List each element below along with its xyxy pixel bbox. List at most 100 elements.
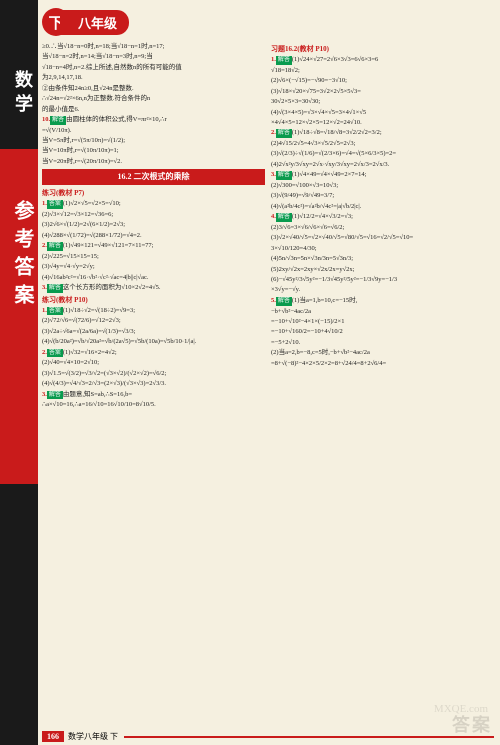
text-line: (2)√40=√4×10=2√10; [42,358,265,367]
text-line: 1.答案(1)√2×√5=√2×5=√10; [42,199,265,209]
text-line: 3.解答由题意,知S=ab,∴S=16,b= [42,390,265,400]
page-number: 166 [42,731,64,742]
text-line: 为2,9,14,17,18. [42,73,265,82]
text-line: (4)√288×√(1/72)=√(288×1/72)=√4=2. [42,231,265,240]
spine-label: 参考答案 [8,200,37,312]
answer-tag: 答案 [47,349,63,358]
text-line: 当V=20π时,r=√(20π/10π)=√2. [42,157,265,166]
item-text: 这个长方形的面积为√10×2√2=4√5. [63,284,161,291]
text-line: =√(V/10π). [42,126,265,135]
footer-bar [124,736,494,738]
text-line: (2)4√15/2√5=4√3×√5/2√5=2√3; [271,139,494,148]
grade-badge: 下 八年级 [42,8,129,36]
text-line: (4)√16ab²c²=√16·√b²·√c²·√ac=4|b||c|√ac. [42,273,265,282]
text-line: √18−n=4时,n=2.综上所述,自然数n的所有可能的值 [42,63,265,72]
answer-tag: 解答 [276,213,292,222]
text-line: (2)当a=2,b=−8,c=5时,−b+√b²−4ac/2a [271,348,494,357]
text-line: 当√18−n=2时,n=14;当√18−n=3时,n=9;当 [42,52,265,61]
text-line: 5.解答(1)当a=1,b=10,c=−15时, [271,296,494,306]
text-line: 当V=5π时,r=√(5π/10π)=√(1/2); [42,136,265,145]
text-line: 1.答案(1)√18÷√2=√(18÷2)=√9=3; [42,306,265,316]
text-line: =−10+√10²−4×1×(−15)/2×1 [271,317,494,326]
item-text: (1)√2×√5=√2×5=√10; [63,200,121,207]
text-line: 1.解答(1)√24×√27=2√6×3√3=6√6×3=6 [271,55,494,65]
left-column: ≥0.∴当√18−n=0时,n=18;当√18−n=1时,n=17; 当√18−… [42,42,265,721]
text-line: (3)2√6×√(1/2)=2√(6×1/2)=2√3; [42,220,265,229]
item-text: 由题意,知S=ab,∴S=16,b= [63,391,132,398]
text-line: (3)√(9/49)=√9/√49=3/7; [271,191,494,200]
answer-tag: 解答 [47,391,63,400]
text-line: (3)√2×√40/√5=√2×√40/√5=√80/√5=√16=√2/√5=… [271,233,494,242]
text-line: (2)√6×(−√15)=−√90=−3√10; [271,76,494,85]
text-line: (2)3/√6=3×√6/√6×√6=√6/2; [271,223,494,232]
text-line: (3)√(2/3)÷√(1/6)=√(2/3×6)=√4=√(5×6/3×5)=… [271,149,494,158]
text-line: 30√2×5×3=30√30; [271,97,494,106]
page-footer: 166 数学八年级 下 [42,731,494,742]
text-line: 4.解答(1)√12/2=√4×√3/2=√3; [271,212,494,222]
text-line: 2.解答(1)√18÷√8=√18/√8=3√2/2√2=3/2; [271,128,494,138]
answer-tag: 答案 [47,307,63,316]
item-text: (1)当a=1,b=10,c=−15时, [292,297,357,304]
answer-tag: 解答 [276,297,292,306]
answer-tag: 答案 [47,200,63,209]
text-line: 的最小值是6. [42,105,265,114]
text-line: =8+√(−8)²−4×2×5/2×2=8+√24/4=8+2√6/4= [271,359,494,368]
text-line: (3)√4y=√4·√y=2√y; [42,262,265,271]
subsection: 练习(教材 P7) [42,188,265,198]
answer-tag: 解答 [50,116,66,125]
text-line: ×3√y=−√y. [271,285,494,294]
item-text: (1)√12/2=√4×√3/2=√3; [292,213,353,220]
text-line: 10.解答由圆柱体的体积公式,得V=πr²×10,∴r [42,115,265,125]
text-line: (4)√(4/3)=√4/√3=2/√3=(2×√3)/(√3×√3)=2√3/… [42,379,265,388]
text-line: (4)√(a²b/4c²)=√a²b/√4c²=|a|√b/2|c|. [271,202,494,211]
text-line: (2)√3×√12=√3×12=√36=6; [42,210,265,219]
text-line: ∴a×√10=16,∴a=16/√10=16√10/10=8√10/5. [42,400,265,409]
text-line: (2)√225=√15×15=15; [42,252,265,261]
subsection: 习题16.2(教材 P10) [271,44,494,54]
item-text: (1)√32=√16×2=4√2; [63,349,117,356]
text-line: 3.解答这个长方形的面积为√10×2√2=4√5. [42,283,265,293]
item-text: (1)√24×√27=2√6×3√3=6√6×3=6 [292,56,378,63]
text-line: √18=18√2; [271,66,494,75]
text-line: −b+√b²−4ac/2a [271,307,494,316]
item-text: (1)√4×49=√4×√49=2×7=14; [292,171,367,178]
spine-bar: 数学 参考答案 [0,0,38,745]
text-line: 3×√10/120=4/30; [271,244,494,253]
badge-grade: 八年级 [60,10,129,35]
text-line: ×4√4×5=12×√2×5=12×√2=24√10. [271,118,494,127]
item-text: (1)√18÷√8=√18/√8=3√2/2√2=3/2; [292,129,382,136]
right-column: 习题16.2(教材 P10) 1.解答(1)√24×√27=2√6×3√3=6√… [271,42,494,721]
answer-tag: 解答 [276,171,292,180]
text-line: (4)√(3×4×5)=√3×√4×√5=3×4√1×√5 [271,108,494,117]
text-line: 2.解答(1)√49×121=√49×√121=7×11=77; [42,241,265,251]
text-line: (4)√(b/20a²)=√b/√20a²=√b/(2a√5)=√5b/(10a… [42,337,265,346]
text-line: 3.解答(1)√4×49=√4×√49=2×7=14; [271,170,494,180]
item-num: 10. [42,116,50,123]
text-line: (2)√300=√100×√3=10√3; [271,181,494,190]
text-line: ≥0.∴当√18−n=0时,n=18;当√18−n=1时,n=17; [42,42,265,51]
text-line: 当V=10π时,r=√(10π/10π)=1; [42,146,265,155]
item-text: 由圆柱体的体积公式,得V=πr²×10,∴r [66,116,166,123]
text-line: (5)2xy/√2x=2xy×√2x/2x=y√2x; [271,265,494,274]
text-line: 2.答案(1)√32=√16×2=4√2; [42,348,265,358]
text-line: (2)√72/√6=√(72/6)=√12=2√3; [42,316,265,325]
text-line: =−5+2√10. [271,338,494,347]
subsection: 练习(教材 P10) [42,295,265,305]
text-line: (6)−√45y²/3√5y²=−1/3√45y²/5y²=−1/3√9y=−1… [271,275,494,284]
answer-tag: 解答 [47,284,63,293]
item-text: (1)√49×121=√49×√121=7×11=77; [63,242,154,249]
footer-text: 数学八年级 下 [68,731,118,742]
text-line: (3)√2a÷√6a=√(2a/6a)=√(1/3)=√3/3; [42,327,265,336]
text-line: ②由条件知24n≥0,且√24n是整数. [42,84,265,93]
spine-subject: 数学 [10,70,36,118]
answer-tag: 解答 [276,56,292,65]
content-columns: ≥0.∴当√18−n=0时,n=18;当√18−n=1时,n=17; 当√18−… [42,42,494,721]
text-line: =−10+√160/2=−10+4√10/2 [271,327,494,336]
text-line: (3)√1.5=√(3/2)=√3/√2=(√3×√2)/(√2×√2)=√6/… [42,369,265,378]
answer-tag: 解答 [276,129,292,138]
text-line: (4)5n/√3n=5n×√3n/3n=5√3n/3; [271,254,494,263]
watermark-text: 答案 [452,711,492,737]
text-line: ∴√24n=√2²×6n,n为正整数.符合条件的n [42,94,265,103]
answer-tag: 解答 [47,242,63,251]
text-line: (4)2√x²y/3√xy=2√x·√xy/3√xy=2√x/3=2√x/3. [271,160,494,169]
